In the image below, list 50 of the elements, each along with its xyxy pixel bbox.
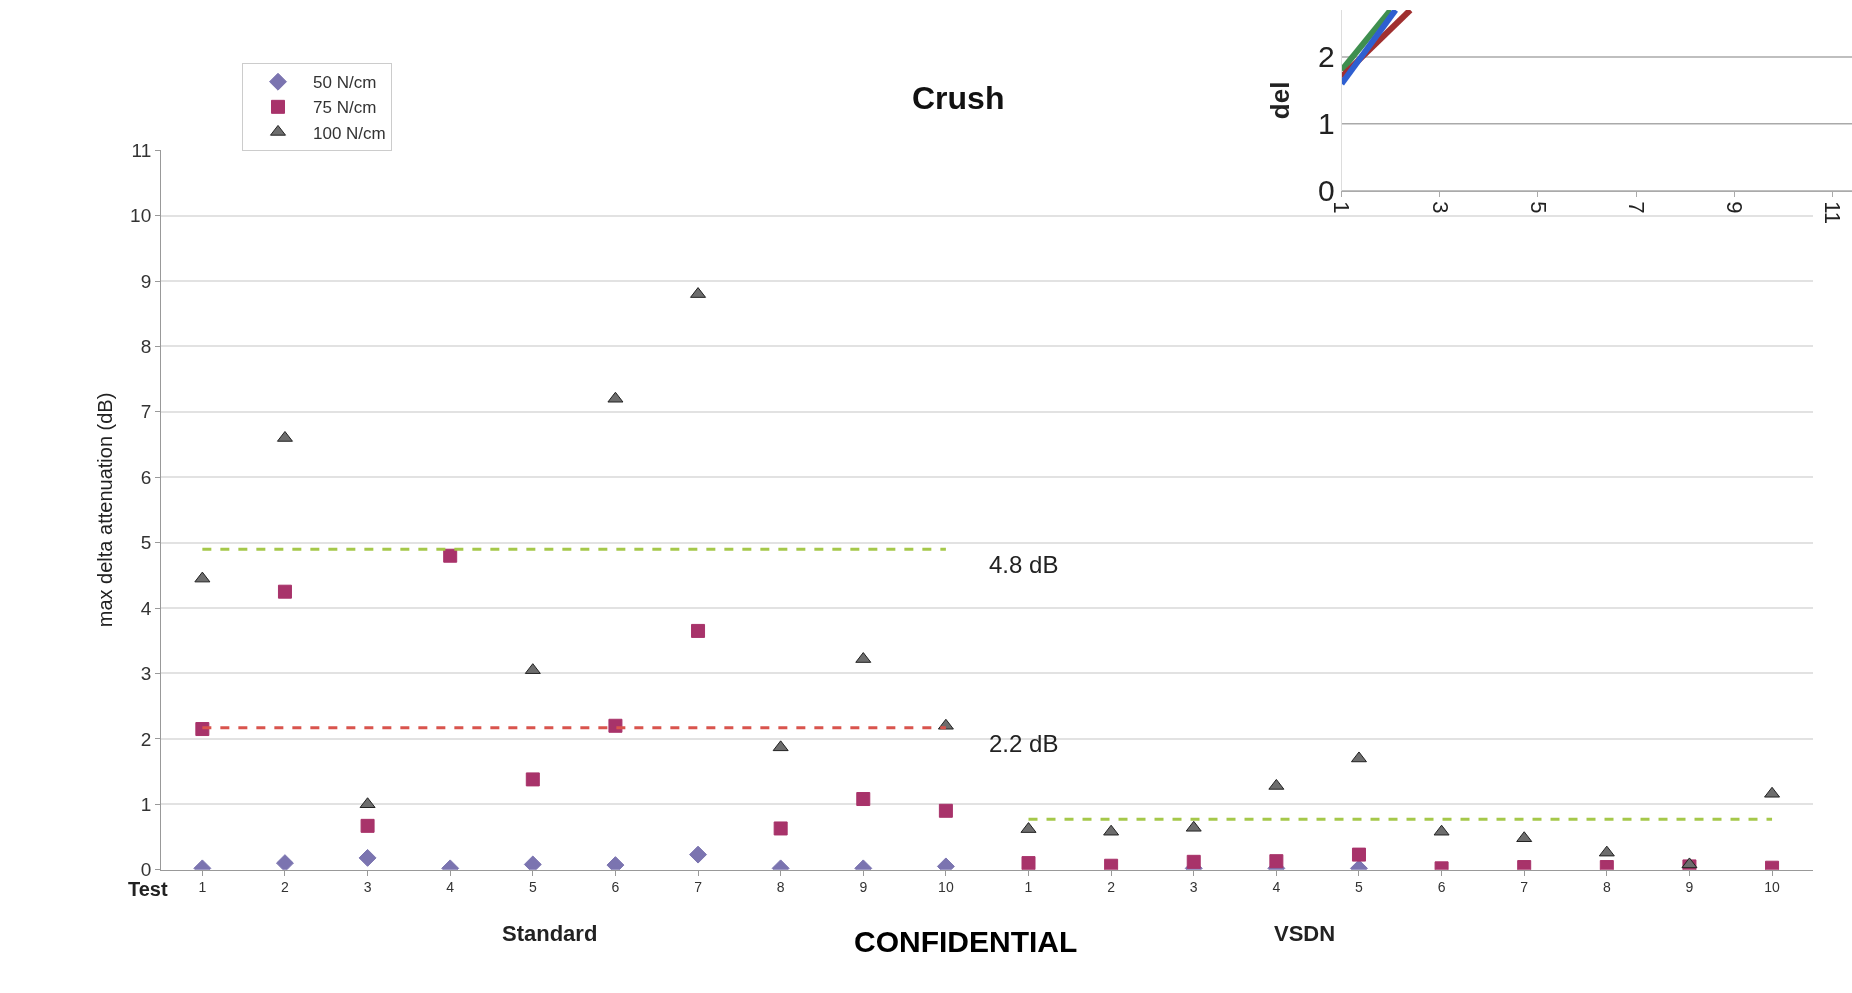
y-tick-label: 2 (1317, 40, 1335, 74)
y-tick-label: 2 (140, 728, 152, 750)
y-tick-label: 4 (140, 597, 152, 619)
x-tick-label: 6 (611, 879, 620, 896)
x-tick-label: 7 (1520, 879, 1529, 896)
x-tick-label: 3 (363, 879, 372, 896)
annotation: 2.2 dB (989, 730, 1059, 757)
y-tick-label: 5 (140, 532, 152, 554)
text: Test (128, 878, 168, 900)
x-tick-label: 1 (198, 879, 207, 896)
x-tick-label: 8 (1602, 879, 1611, 896)
y-tick-label: 7 (140, 401, 152, 423)
y-tick-label: 8 (140, 336, 152, 358)
x-tick-label: 2 (281, 879, 290, 896)
y-tick-label: 9 (140, 270, 152, 292)
x-tick-label: 3 (1427, 201, 1453, 214)
y-tick-label: 1 (140, 793, 152, 815)
x-tick-label: 2 (1107, 879, 1116, 896)
y-tick-label: 6 (140, 466, 152, 488)
x-tick-label: 4 (1272, 879, 1281, 896)
x-tick-label: 9 (1685, 879, 1694, 896)
x-tick-label: 9 (859, 879, 868, 896)
text: CONFIDENTIAL (854, 925, 1078, 958)
x-tick-label: 1 (1024, 879, 1033, 896)
x-tick-label: 4 (446, 879, 455, 896)
x-tick-label: 7 (694, 879, 703, 896)
x-tick-label: 5 (1525, 201, 1551, 214)
y-axis-title: del (1265, 81, 1296, 120)
text: VSDN (1274, 921, 1336, 946)
x-tick-label: 3 (1189, 879, 1198, 896)
x-tick-label: 5 (528, 879, 537, 896)
text: Standard (502, 921, 598, 946)
x-tick-label: 10 (1764, 879, 1781, 896)
legend-label: 75 N/cm (313, 98, 377, 118)
legend-label: 50 N/cm (313, 73, 377, 93)
x-tick-label: 11 (1820, 201, 1846, 225)
y-axis-title: max delta attenuation (dB) (93, 392, 116, 628)
x-tick-label: 10 (938, 879, 954, 896)
x-tick-label: 5 (1355, 879, 1364, 896)
y-tick-label: 3 (140, 663, 152, 685)
x-tick-label: 9 (1722, 201, 1748, 214)
annotation: 4.8 dB (989, 551, 1059, 578)
y-tick-label: 0 (140, 859, 152, 881)
chart-title: Crush (912, 80, 1005, 116)
x-tick-label: 7 (1623, 201, 1649, 214)
x-tick-label: 6 (1437, 879, 1446, 896)
y-tick-label: 1 (1317, 107, 1335, 141)
legend-label: 100 N/cm (313, 123, 386, 143)
y-tick-label: 11 (131, 139, 152, 161)
x-tick-label: 8 (776, 879, 785, 896)
